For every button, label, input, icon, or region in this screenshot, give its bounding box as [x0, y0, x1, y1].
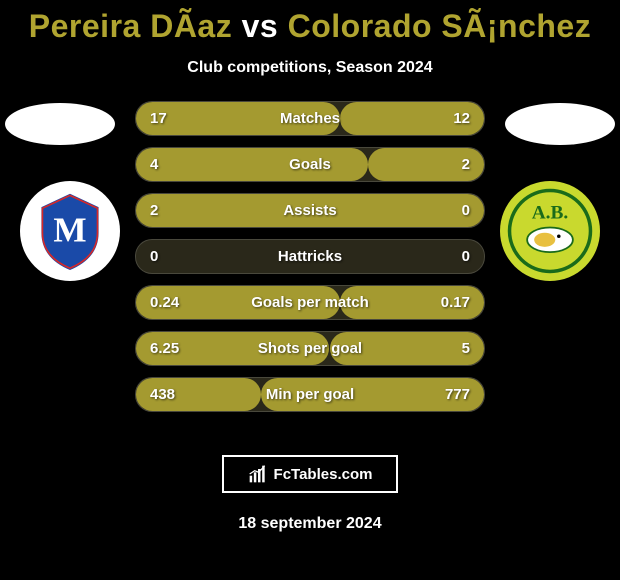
stat-bar: 20Assists — [135, 193, 485, 228]
millonarios-crest-icon: M — [26, 187, 114, 275]
player-left-name: Pereira DÃ­az — [29, 8, 232, 44]
stats-column: 1712Matches 42Goals 20Assists 00Hattricks 0.… — [135, 101, 485, 412]
stat-label: Goals per match — [136, 294, 484, 311]
stat-label: Assists — [136, 202, 484, 219]
flag-left — [5, 103, 115, 145]
stat-bar: 00Hattricks — [135, 239, 485, 274]
branding-box[interactable]: FcTables.com — [222, 455, 398, 493]
stat-bar: 6.255Shots per goal — [135, 331, 485, 366]
svg-text:A.B.: A.B. — [532, 203, 569, 224]
vs-separator: vs — [232, 8, 287, 44]
stat-bar: 438777Min per goal — [135, 377, 485, 412]
stat-label: Shots per goal — [136, 340, 484, 357]
bucaramanga-crest-icon: A.B. — [506, 187, 594, 275]
club-logo-left: M — [20, 181, 120, 281]
stat-bar: 1712Matches — [135, 101, 485, 136]
stat-label: Goals — [136, 156, 484, 173]
club-logo-left-circle: M — [20, 181, 120, 281]
date-line: 18 september 2024 — [0, 515, 620, 533]
club-logo-right-circle: A.B. — [500, 181, 600, 281]
club-logo-right: A.B. — [500, 181, 600, 281]
stat-label: Hattricks — [136, 248, 484, 265]
comparison-area: M A.B. 1712Matches42Goals20Assists00Hatt… — [0, 109, 620, 439]
stat-bar: 0.240.17Goals per match — [135, 285, 485, 320]
player-right-name: Colorado SÃ¡nchez — [288, 8, 592, 44]
subtitle: Club competitions, Season 2024 — [0, 59, 620, 77]
branding-text: FcTables.com — [274, 466, 373, 483]
stat-bar: 42Goals — [135, 147, 485, 182]
chart-icon — [248, 464, 268, 484]
stat-label: Min per goal — [136, 386, 484, 403]
svg-text:M: M — [53, 211, 86, 250]
flag-right — [505, 103, 615, 145]
stat-label: Matches — [136, 110, 484, 127]
page-title: Pereira DÃ­az vs Colorado SÃ¡nchez — [0, 0, 620, 45]
